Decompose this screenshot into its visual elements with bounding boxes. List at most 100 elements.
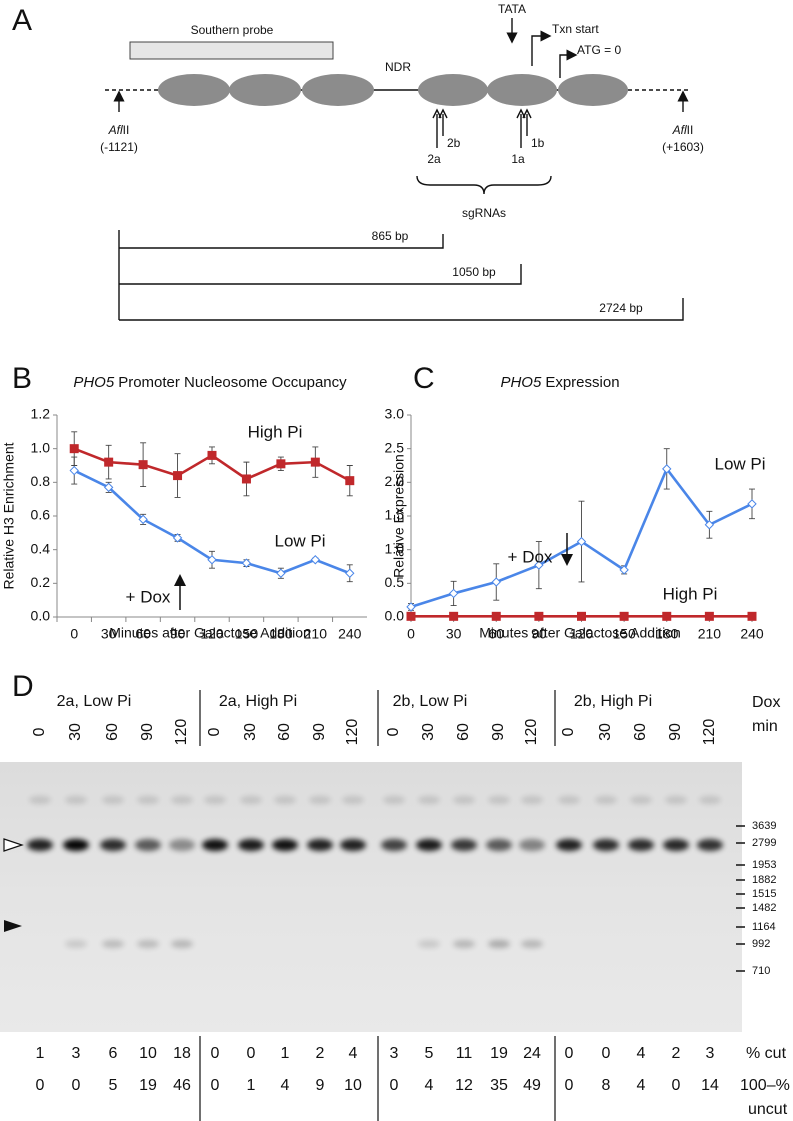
sgrna-label: 1a [511, 152, 525, 166]
pct-cut: 6 [109, 1045, 118, 1062]
gel-band [29, 796, 51, 804]
lane-label: 0 [560, 727, 577, 736]
y-tick-label: 0.2 [31, 574, 51, 590]
nucleosomes [158, 74, 628, 106]
x-tick-label: 0 [407, 626, 415, 642]
size-marker-label: 1482 [752, 902, 776, 914]
gel-band [665, 796, 687, 804]
marker [310, 555, 321, 565]
lane-label: 30 [597, 723, 614, 741]
marker [69, 444, 79, 454]
gel-band [630, 796, 652, 804]
marker [576, 536, 587, 547]
gel-band [628, 839, 654, 851]
nucleosome [558, 74, 628, 106]
gel-band [238, 839, 264, 851]
pct-uncut: 46 [173, 1077, 191, 1094]
site-name-rest: II [123, 123, 130, 137]
nucleosome [418, 74, 488, 106]
title-text: Expression [545, 374, 619, 391]
pct-cut: 0 [211, 1045, 220, 1062]
gel-band [169, 839, 195, 851]
atg-label: ATG = 0 [577, 43, 621, 57]
marker [491, 577, 501, 587]
sgrna-arrows [436, 114, 528, 148]
x-tick-label: 0 [70, 626, 78, 642]
row-label: 100–% [740, 1077, 790, 1094]
marker [138, 514, 148, 525]
y-axis-title: Relative Expression [391, 454, 407, 578]
marker [241, 558, 252, 568]
gel-band [27, 839, 53, 851]
pct-cut: 0 [602, 1045, 611, 1062]
marker [534, 560, 544, 570]
pct-cut: 4 [349, 1045, 358, 1062]
gel-image [0, 762, 742, 1032]
marker [310, 457, 320, 467]
lane-label: 0 [31, 727, 48, 736]
pct-uncut: 14 [701, 1077, 719, 1094]
x-tick-label: 180 [655, 626, 679, 642]
nucleosome [302, 74, 374, 106]
x-tick-label: 150 [612, 626, 636, 642]
group-label: 2b, High Pi [574, 693, 652, 710]
fragment-lines [118, 230, 684, 321]
gel-band [100, 839, 126, 851]
x-axis-title: Minutes after Galactose Addition [479, 625, 681, 641]
txn-label: Txn start [552, 22, 599, 36]
annotation: + Dox [126, 587, 171, 606]
x-tick-label: 30 [446, 626, 462, 642]
sgrna-label: 2a [427, 152, 441, 166]
marker [345, 476, 355, 486]
gel-band [595, 796, 617, 804]
gel-band [135, 839, 161, 851]
gel-band [102, 796, 124, 804]
x-tick-label: 60 [488, 626, 504, 642]
marker [276, 459, 286, 469]
pct-cut: 2 [672, 1045, 681, 1062]
pct-uncut: 0 [565, 1077, 574, 1094]
x-tick-label: 60 [135, 626, 151, 642]
pct-cut: 5 [425, 1045, 434, 1062]
lane-label: 30 [67, 723, 84, 741]
y-axis-title: Relative H3 Enrichment [1, 442, 17, 589]
gel-band [171, 796, 193, 804]
lane-label: 90 [667, 723, 684, 741]
y-tick-label: 1.0 [31, 439, 51, 455]
fragment-label: 2724 bp [599, 301, 643, 315]
marker [704, 611, 714, 621]
marker [704, 520, 715, 530]
dox-label: Dox [752, 694, 780, 711]
lane-label: 0 [206, 727, 223, 736]
pct-cut: 3 [72, 1045, 81, 1062]
dox-label: min [752, 718, 778, 735]
gel-band [519, 839, 545, 851]
size-marker-label: 3639 [752, 820, 776, 832]
ndr-label: NDR [385, 60, 411, 74]
marker [747, 611, 757, 621]
site-name-rest: II [687, 123, 694, 137]
row-label: uncut [748, 1101, 788, 1118]
x-tick-label: 210 [304, 626, 328, 642]
x-tick-label: 240 [740, 626, 764, 642]
panel-label: B [12, 362, 32, 395]
size-marker-label: 2799 [752, 837, 776, 849]
y-tick-label: 2.0 [385, 473, 405, 489]
marker [619, 611, 629, 621]
lane-label: 120 [701, 719, 718, 746]
y-tick-label: 0.5 [385, 574, 405, 590]
series-label: High Pi [248, 422, 303, 441]
series-label: High Pi [663, 584, 718, 603]
pct-uncut: 0 [36, 1077, 45, 1094]
marker [534, 611, 544, 621]
y-tick-label: 0.0 [31, 608, 51, 624]
txn-arrow [531, 30, 552, 66]
lane-label: 120 [173, 719, 190, 746]
marker [619, 565, 629, 575]
sgrna-brace [416, 175, 552, 195]
uncut-arrowhead [3, 838, 24, 852]
marker [276, 568, 286, 578]
marker [138, 460, 148, 470]
